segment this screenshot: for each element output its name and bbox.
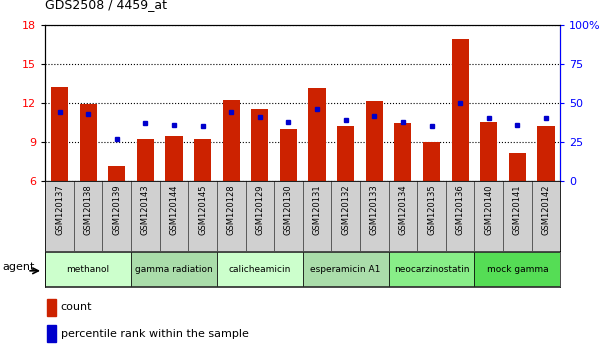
Bar <box>303 252 389 286</box>
Text: GSM120132: GSM120132 <box>341 184 350 235</box>
Text: GSM120141: GSM120141 <box>513 184 522 235</box>
Bar <box>389 252 475 286</box>
Text: GSM120144: GSM120144 <box>169 184 178 235</box>
Text: GSM120128: GSM120128 <box>227 184 236 235</box>
Bar <box>47 299 56 315</box>
Bar <box>280 129 297 181</box>
Text: percentile rank within the sample: percentile rank within the sample <box>60 329 249 339</box>
Text: GSM120138: GSM120138 <box>84 184 93 235</box>
Text: methanol: methanol <box>67 264 110 274</box>
Text: GSM120130: GSM120130 <box>284 184 293 235</box>
Bar <box>131 252 217 286</box>
Bar <box>222 100 240 181</box>
Text: GDS2508 / 4459_at: GDS2508 / 4459_at <box>45 0 167 11</box>
Text: GSM120137: GSM120137 <box>55 184 64 235</box>
Bar <box>423 142 440 181</box>
Text: esperamicin A1: esperamicin A1 <box>310 264 381 274</box>
Bar <box>137 139 154 181</box>
Bar <box>475 252 560 286</box>
Bar <box>45 252 131 286</box>
Bar <box>108 166 125 181</box>
Bar <box>509 153 526 181</box>
Text: GSM120142: GSM120142 <box>541 184 551 235</box>
Text: GSM120136: GSM120136 <box>456 184 464 235</box>
Text: GSM120140: GSM120140 <box>485 184 493 235</box>
Text: GSM120139: GSM120139 <box>112 184 121 235</box>
Bar <box>251 109 268 181</box>
Text: calicheamicin: calicheamicin <box>229 264 291 274</box>
Text: GSM120143: GSM120143 <box>141 184 150 235</box>
Text: GSM120134: GSM120134 <box>398 184 408 235</box>
Text: neocarzinostatin: neocarzinostatin <box>393 264 469 274</box>
Text: GSM120131: GSM120131 <box>313 184 321 235</box>
Text: GSM120135: GSM120135 <box>427 184 436 235</box>
Text: count: count <box>60 302 92 312</box>
Bar <box>480 122 497 181</box>
Bar <box>538 126 555 181</box>
Bar <box>337 126 354 181</box>
Bar <box>79 104 97 181</box>
Bar <box>194 139 211 181</box>
Bar <box>47 325 56 342</box>
Bar <box>217 252 303 286</box>
Bar <box>394 124 411 181</box>
Text: GSM120145: GSM120145 <box>198 184 207 235</box>
Text: GSM120129: GSM120129 <box>255 184 265 235</box>
Text: agent: agent <box>2 262 35 272</box>
Bar <box>309 88 326 181</box>
Text: gamma radiation: gamma radiation <box>135 264 213 274</box>
Bar <box>452 39 469 181</box>
Text: mock gamma: mock gamma <box>486 264 548 274</box>
Bar <box>51 87 68 181</box>
Bar <box>366 101 383 181</box>
Bar <box>166 136 183 181</box>
Text: GSM120133: GSM120133 <box>370 184 379 235</box>
